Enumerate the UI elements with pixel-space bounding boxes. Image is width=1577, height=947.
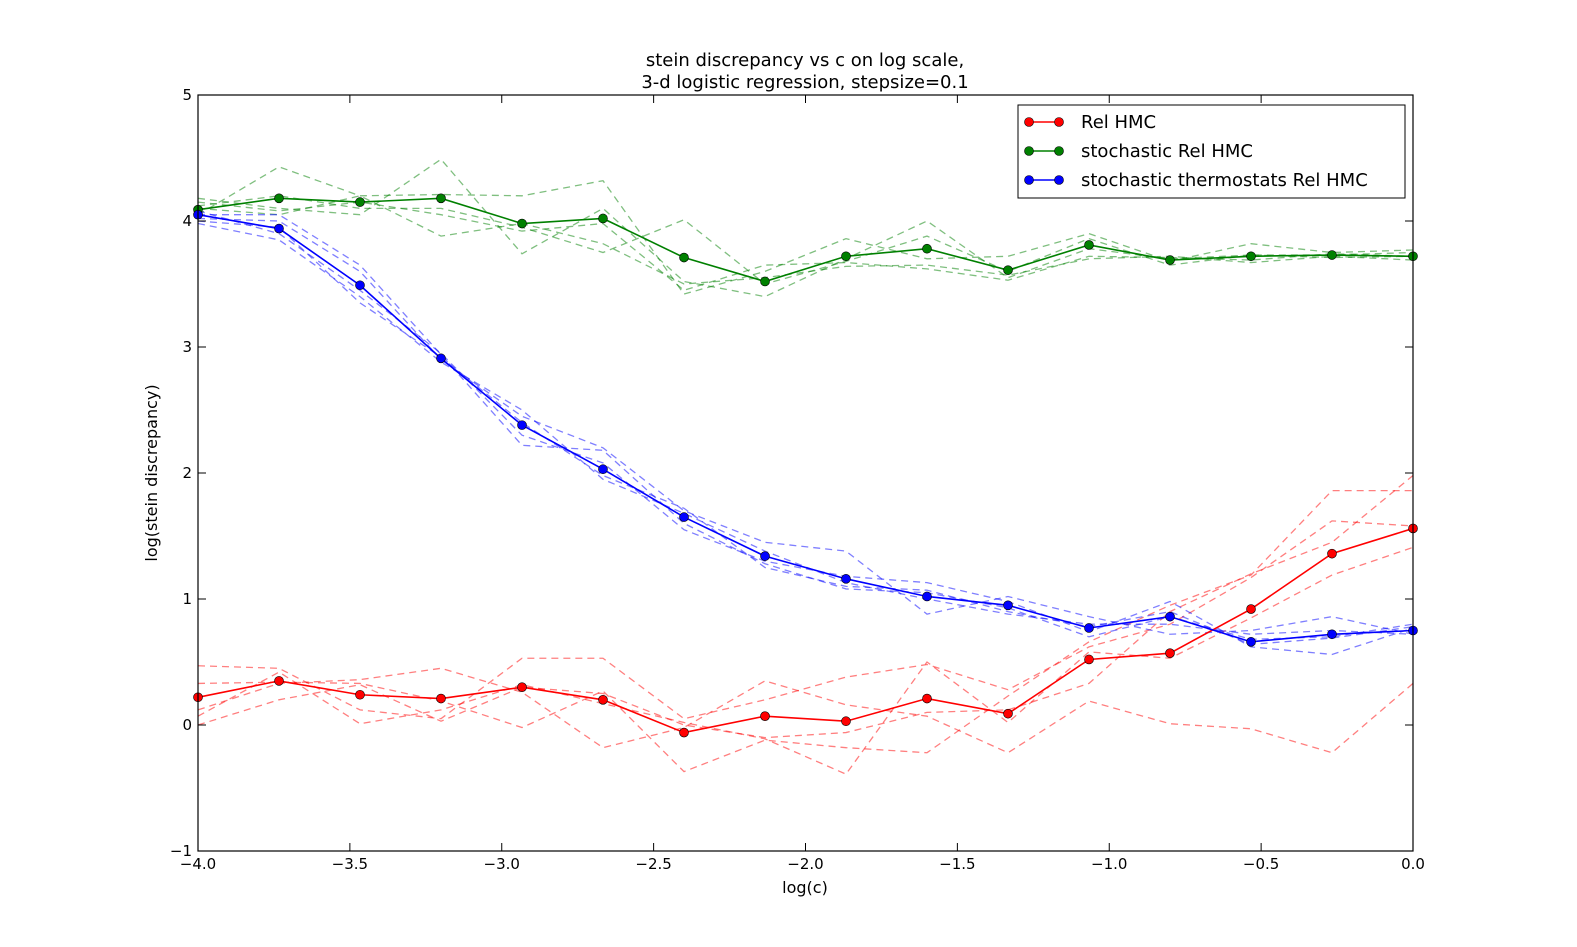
data-point <box>436 693 446 704</box>
x-tick-label: −2.0 <box>787 855 823 873</box>
series-line <box>197 197 1414 283</box>
data-point <box>679 727 689 738</box>
data-point <box>1003 265 1013 275</box>
y-tick-label: 3 <box>182 338 192 356</box>
data-point <box>598 464 608 475</box>
series-line <box>197 527 1414 734</box>
legend-marker <box>1054 175 1064 185</box>
data-point <box>679 512 689 522</box>
data-point <box>760 551 770 561</box>
legend-label: stochastic thermostats Rel HMC <box>1081 170 1368 191</box>
data-point <box>1003 708 1013 719</box>
data-point <box>1084 654 1094 665</box>
run-line <box>197 520 1414 720</box>
data-point <box>922 243 932 254</box>
data-point <box>1246 604 1256 614</box>
data-point <box>1084 240 1094 250</box>
data-point <box>1165 255 1175 265</box>
y-axis: −1 0 1 2 3 4 5 <box>170 86 1413 860</box>
x-tick-label: −3.5 <box>332 855 368 873</box>
data-point <box>760 711 770 721</box>
data-point <box>436 353 446 364</box>
data-point <box>355 689 365 700</box>
data-point <box>274 193 284 204</box>
data-point <box>517 420 527 430</box>
data-point <box>679 252 689 263</box>
data-point <box>841 574 851 584</box>
y-tick-label: −1 <box>170 842 192 860</box>
y-tick-label: 0 <box>182 716 192 734</box>
run-line <box>197 158 1414 298</box>
legend-box <box>1017 104 1406 199</box>
run-line <box>197 220 1414 646</box>
y-axis-label: log(stein discrepancy) <box>142 384 161 561</box>
x-tick-label: −1.5 <box>939 855 975 873</box>
x-tick-label: −0.5 <box>1243 855 1279 873</box>
data-point <box>760 276 770 287</box>
data-point <box>598 694 608 705</box>
x-axis-label: log(c) <box>782 878 828 897</box>
series-line <box>197 213 1414 643</box>
x-tick-label: −2.5 <box>635 855 671 873</box>
x-tick-label: −1.0 <box>1091 855 1127 873</box>
data-point <box>1246 251 1256 262</box>
data-point <box>1246 637 1256 647</box>
data-point <box>436 193 446 204</box>
data-point <box>922 693 932 704</box>
plot-area <box>198 95 1413 851</box>
data-point <box>355 280 365 291</box>
y-tick-label: 4 <box>182 212 192 230</box>
x-axis: −4.0 −3.5 −3.0 −2.5 −2.0 −1.5 −1.0 −0.5 0.0 <box>180 95 1425 873</box>
data-point <box>1084 623 1094 633</box>
run-line <box>197 546 1414 775</box>
legend-label: stochastic Rel HMC <box>1081 141 1253 162</box>
legend-marker <box>1024 117 1034 127</box>
x-tick-label: 0.0 <box>1401 855 1425 873</box>
data-point <box>1327 250 1337 260</box>
y-tick-label: 2 <box>182 464 192 482</box>
data-point <box>598 213 608 224</box>
legend-marker <box>1054 146 1064 156</box>
series-group <box>193 209 1418 647</box>
data-point <box>1003 600 1013 611</box>
legend-marker <box>1024 175 1034 185</box>
data-point <box>355 197 365 207</box>
legend-label: Rel HMC <box>1081 112 1156 133</box>
run-line <box>197 489 1413 773</box>
run-line <box>197 195 1414 285</box>
mean-series <box>193 193 1418 738</box>
run-line <box>197 195 1414 285</box>
data-point <box>517 218 527 229</box>
run-line <box>197 667 1414 754</box>
data-point <box>1327 548 1337 559</box>
chart-subtitle: 3-d logistic regression, stepsize=0.1 <box>641 72 968 93</box>
run-line <box>197 217 1414 635</box>
data-point <box>274 676 284 686</box>
data-point <box>274 223 284 234</box>
legend-marker <box>1024 146 1034 156</box>
data-point <box>1327 629 1337 640</box>
x-tick-label: −4.0 <box>180 855 216 873</box>
run-line <box>197 166 1414 295</box>
series-group <box>193 523 1418 738</box>
data-point <box>1165 648 1175 658</box>
y-tick-label: 1 <box>182 590 192 608</box>
legend: Rel HMC stochastic Rel HMC stochastic ther… <box>1017 104 1406 199</box>
data-point <box>841 716 851 727</box>
data-point <box>922 591 932 602</box>
x-tick-label: −3.0 <box>484 855 520 873</box>
data-point <box>1165 611 1175 622</box>
legend-marker <box>1054 117 1064 127</box>
chart-title: stein discrepancy vs c on log scale, <box>646 50 964 71</box>
data-point <box>841 251 851 262</box>
data-point <box>517 682 527 693</box>
y-tick-label: 5 <box>182 86 192 104</box>
